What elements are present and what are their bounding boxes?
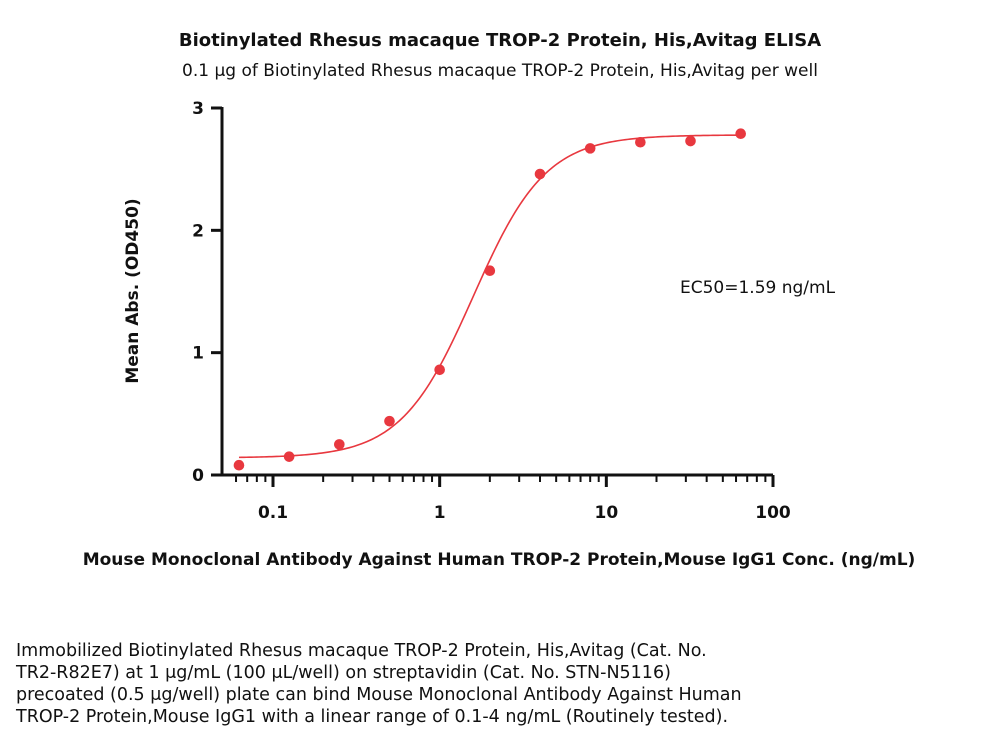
- chart-subtitle: 0.1 μg of Biotinylated Rhesus macaque TR…: [182, 61, 818, 81]
- ec50-annotation: EC50=1.59 ng/mL: [680, 278, 836, 298]
- data-point: [584, 143, 596, 154]
- chart-title: Biotinylated Rhesus macaque TROP-2 Prote…: [178, 30, 822, 51]
- caption-line: TROP-2 Protein,Mouse IgG1 with a linear …: [16, 707, 729, 727]
- data-point: [534, 168, 546, 180]
- elisa-chart: 0 1 2 3 0.1 1 10 100 EC50=1.59 ng/mL Mean Abs. …: [83, 99, 916, 570]
- x-axis-title: Mouse Monoclonal Antibody Against Human …: [83, 550, 916, 570]
- data-point: [283, 451, 295, 462]
- y-axis-title: Mean Abs. (OD450): [123, 198, 143, 383]
- tick-marks: [211, 106, 775, 487]
- data-point: [233, 459, 245, 471]
- x-tick-label: 1: [434, 503, 446, 523]
- data-point: [735, 128, 746, 139]
- x-tick-label: 0.1: [258, 503, 288, 523]
- data-point: [635, 136, 646, 148]
- tick-labels: 0 1 2 3 0.1 1 10 100: [192, 99, 791, 523]
- y-tick-label: 3: [192, 99, 204, 119]
- y-tick-label: 0: [192, 466, 204, 486]
- fit-curve: [238, 134, 741, 459]
- data-point: [484, 265, 496, 277]
- data-points: [233, 128, 746, 471]
- y-tick-label: 1: [192, 344, 204, 364]
- caption: Immobilized Biotinylated Rhesus macaque …: [16, 640, 966, 728]
- caption-line: precoated (0.5 μg/well) plate can bind M…: [16, 685, 742, 705]
- axes: [220, 107, 773, 477]
- x-tick-label: 10: [594, 503, 618, 523]
- y-tick-label: 2: [192, 221, 204, 241]
- caption-line: TR2-R82E7) at 1 μg/mL (100 μL/well) on s…: [16, 663, 671, 683]
- data-point: [685, 135, 696, 147]
- x-tick-label: 100: [755, 503, 791, 523]
- data-point: [434, 364, 445, 376]
- data-point: [384, 415, 395, 427]
- data-point: [334, 439, 345, 450]
- caption-line: Immobilized Biotinylated Rhesus macaque …: [16, 641, 707, 661]
